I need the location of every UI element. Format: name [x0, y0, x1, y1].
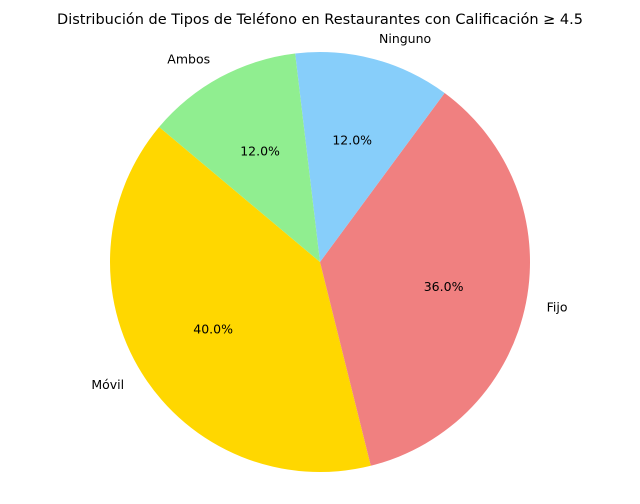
pie-label-ambos: Ambos — [167, 51, 210, 66]
pie-percent-label-fijo: 36.0% — [424, 279, 464, 294]
pie-slices — [110, 52, 530, 473]
pie-slice-movil — [110, 127, 371, 473]
chart-title: Distribución de Tipos de Teléfono en Res… — [57, 12, 583, 28]
pie-percent-label-ambos: 12.0% — [240, 144, 280, 159]
pie-percent-label-ninguno: 12.0% — [332, 133, 372, 148]
pie-slice-fijo — [320, 92, 530, 466]
pie-slice-ninguno — [295, 52, 445, 263]
pie-label-ninguno: Ninguno — [379, 31, 431, 46]
pie-percent-labels: 40.0% 36.0% 12.0% 12.0% — [193, 133, 463, 337]
pie-label-fijo: Fijo — [547, 299, 568, 314]
pie-percent-label-movil: 40.0% — [193, 321, 233, 336]
pie-category-labels: Móvil Fijo Ninguno Ambos — [91, 31, 567, 392]
pie-slice-ambos — [159, 53, 320, 263]
pie-label-movil: Móvil — [91, 377, 124, 392]
